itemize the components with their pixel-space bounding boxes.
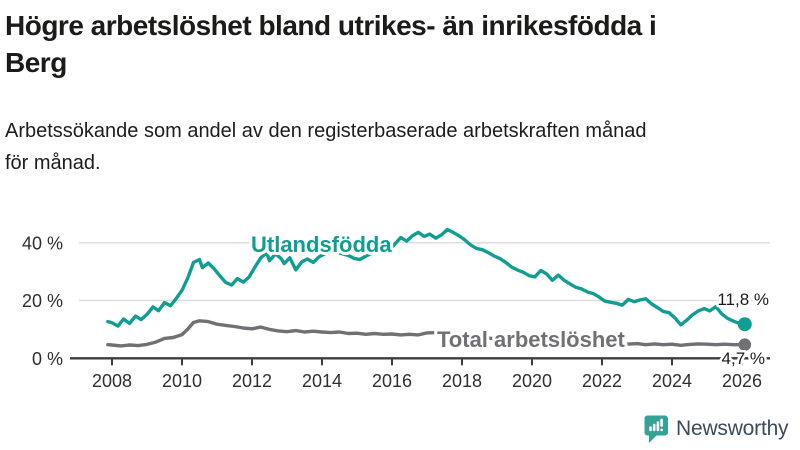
newsworthy-logo-icon [644, 415, 669, 444]
x-tick-label: 2018 [442, 371, 482, 391]
x-tick-label: 2016 [372, 371, 412, 391]
x-tick-label: 2024 [652, 371, 692, 391]
subtitle-line-2: för månad. [5, 152, 101, 174]
newsworthy-logo-text: Newsworthy [676, 417, 789, 440]
x-tick-label: 2020 [512, 371, 552, 391]
x-tick-label: 2008 [92, 371, 132, 391]
series-label-total-arbetsloshet: Total arbetslöshet [437, 327, 626, 352]
endpoint-dot-total-arbetsloshet [738, 338, 752, 352]
x-tick-label: 2022 [582, 371, 622, 391]
title-line-2: Berg [5, 47, 67, 78]
chart-subtitle: Arbetssökande som andel av den registerb… [5, 115, 647, 179]
end-value-label-utlandsfodda: 11,8 % [717, 290, 769, 309]
chart-title: Högre arbetslöshet bland utrikes- än inr… [5, 7, 657, 81]
newsworthy-logo[interactable]: Newsworthy [644, 415, 789, 444]
title-line-1: Högre arbetslöshet bland utrikes- än inr… [5, 10, 657, 41]
x-tick-label: 2026 [722, 371, 762, 391]
series-line-utlandsfodda [106, 227, 747, 328]
y-tick-label: 0 % [32, 349, 63, 369]
x-tick-label: 2014 [302, 371, 342, 391]
y-tick-label: 20 % [22, 291, 63, 311]
endpoint-dot-utlandsfodda [737, 317, 752, 332]
x-tick-label: 2012 [232, 371, 272, 391]
x-tick-label: 2010 [162, 371, 202, 391]
y-tick-label: 40 % [22, 233, 63, 253]
subtitle-line-1: Arbetssökande som andel av den registerb… [5, 120, 647, 142]
series-line-total-arbetsloshet [106, 319, 747, 348]
series-label-utlandsfodda: Utlandsfödda [251, 232, 392, 257]
end-value-label-total-arbetsloshet: 4,7 % [722, 349, 765, 368]
